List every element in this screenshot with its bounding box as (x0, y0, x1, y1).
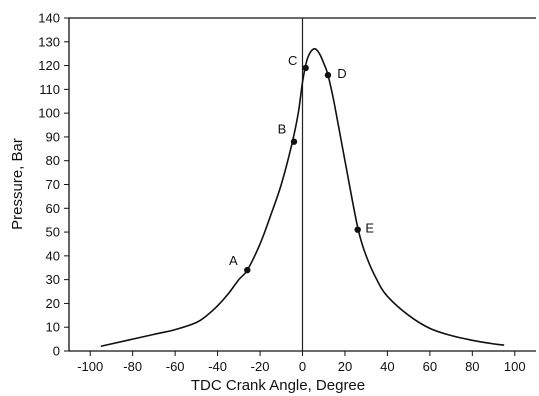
y-tick-labels: 0 10 20 30 40 50 60 70 80 90 100 110 120 130 140 (38, 11, 60, 359)
y-tick-label: 120 (38, 58, 60, 73)
y-tick-label: 40 (46, 248, 60, 263)
y-tick-label: 0 (53, 344, 60, 359)
x-axis-title: TDC Crank Angle, Degree (191, 377, 365, 394)
marked-points: A B C D E (229, 53, 374, 274)
y-tick-label: 60 (46, 201, 60, 216)
point-label-d: D (337, 66, 346, 81)
point-marker-e (354, 226, 361, 233)
y-tick-label: 130 (38, 34, 60, 49)
y-tick-label: 80 (46, 153, 60, 168)
y-tick-label: 90 (46, 129, 60, 144)
point-marker-d (324, 71, 332, 79)
y-tick-label: 20 (46, 296, 60, 311)
y-axis-title: Pressure, Bar (9, 138, 26, 230)
y-tick-marks (64, 17, 69, 352)
point-marker-b (290, 138, 298, 145)
y-tick-label: 30 (46, 272, 60, 287)
x-tick-label: 60 (423, 359, 437, 374)
y-tick-label: 140 (38, 11, 60, 26)
x-tick-label: 40 (380, 359, 394, 374)
x-tick-marks (89, 351, 516, 356)
y-tick-label: 50 (46, 225, 60, 240)
point-label-c: C (288, 53, 297, 68)
x-tick-label: -100 (77, 359, 103, 374)
point-label-e: E (365, 221, 374, 236)
y-tick-label: 110 (39, 82, 60, 97)
x-tick-label: -20 (251, 359, 270, 374)
point-label-a: A (229, 253, 238, 268)
x-tick-label: 20 (338, 359, 352, 374)
x-tick-labels: -100 -80 -60 -40 -20 0 20 40 60 80 100 (77, 359, 525, 374)
x-tick-label: -40 (208, 359, 227, 374)
y-tick-label: 10 (46, 320, 60, 335)
point-marker-a (244, 266, 251, 274)
pressure-curve (100, 48, 505, 348)
y-tick-label: 70 (46, 177, 60, 192)
x-tick-label: -80 (123, 359, 142, 374)
x-tick-label: 100 (504, 359, 526, 374)
x-tick-label: 80 (465, 359, 479, 374)
point-marker-c (302, 64, 309, 72)
x-tick-label: 0 (299, 359, 306, 374)
x-tick-label: -60 (166, 359, 185, 374)
point-label-b: B (278, 122, 287, 137)
y-tick-label: 100 (38, 106, 60, 121)
